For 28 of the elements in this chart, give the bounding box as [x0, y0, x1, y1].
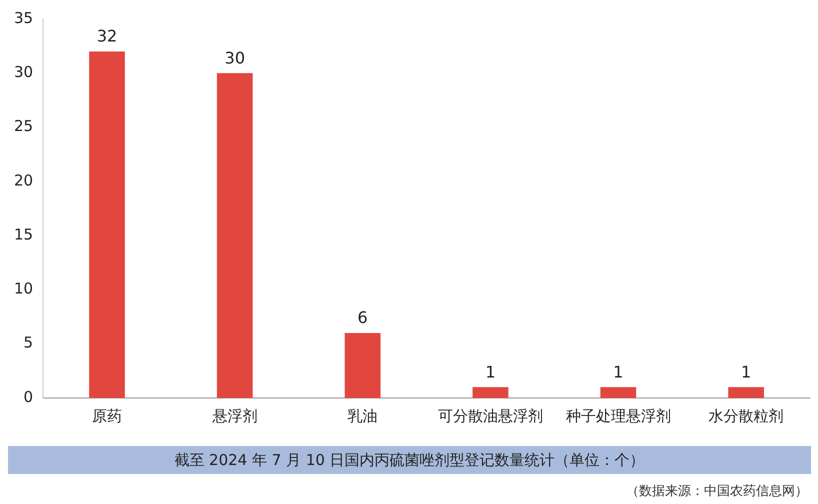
x-tick-label: 悬浮剂 — [211, 406, 258, 425]
x-tick-label: 种子处理悬浮剂 — [566, 406, 671, 425]
data-label: 32 — [96, 26, 118, 46]
bar — [216, 73, 253, 398]
x-tick-label: 水分散粒剂 — [708, 406, 784, 425]
data-label: 1 — [485, 362, 496, 382]
bar — [89, 51, 125, 398]
y-tick-label: 20 — [14, 171, 34, 190]
y-tick-label: 0 — [24, 388, 34, 406]
bar — [344, 333, 381, 398]
x-tick-label: 原药 — [92, 406, 122, 425]
text: （数据来源：中国农药信息网） — [626, 483, 808, 500]
data-label: 6 — [358, 308, 368, 328]
y-tick-label: 35 — [14, 8, 34, 27]
x-tick-label: 可分散油悬浮剂 — [438, 406, 543, 425]
bar — [600, 387, 636, 398]
bar — [728, 387, 764, 398]
bar — [472, 387, 508, 398]
y-tick-label: 25 — [14, 117, 34, 136]
text: 截至 2024 年 7 月 10 日国内丙硫菌唑剂型登记数量统计（单位：个） — [8, 446, 811, 474]
x-tick-label: 乳油 — [348, 406, 378, 425]
data-label: 1 — [613, 362, 624, 382]
y-tick-label: 10 — [14, 280, 34, 298]
data-label: 30 — [224, 48, 245, 68]
y-tick-label: 30 — [14, 63, 34, 82]
y-tick-label: 15 — [14, 225, 34, 244]
y-tick-label: 5 — [24, 334, 34, 352]
data-label: 1 — [740, 362, 752, 382]
